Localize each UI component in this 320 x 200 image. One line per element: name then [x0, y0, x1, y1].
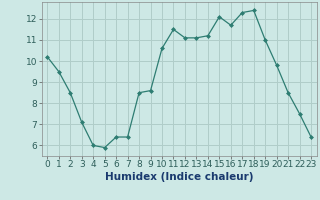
X-axis label: Humidex (Indice chaleur): Humidex (Indice chaleur): [105, 172, 253, 182]
